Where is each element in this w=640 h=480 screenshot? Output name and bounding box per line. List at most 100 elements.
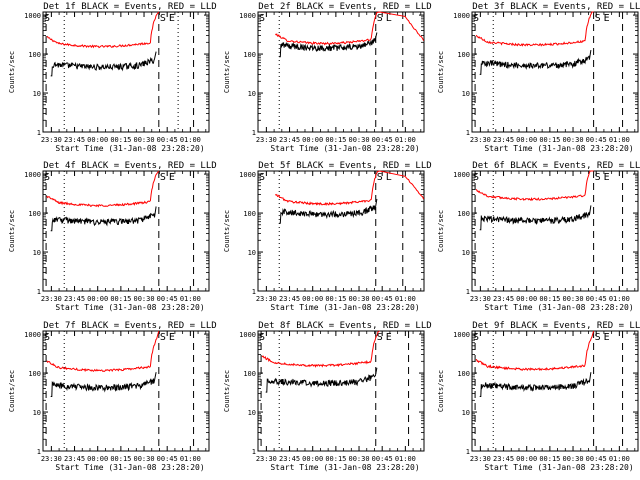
events-series-line: [279, 198, 378, 224]
y-tick-label: 1: [252, 288, 256, 296]
y-axis-label: Counts/sec: [437, 51, 445, 93]
y-tick-label: 1: [37, 129, 41, 137]
panel-det-5: Det 5f BLACK = Events, RED = LLD Counts/s…: [223, 161, 432, 312]
panel-title: Det 7f BLACK = Events, RED = LLD: [43, 321, 216, 331]
y-axis-label: Counts/sec: [8, 210, 16, 252]
y-axis-label: Counts/sec: [437, 370, 445, 412]
x-tick-label: 00:00: [516, 136, 537, 144]
x-tick-label: 23:45: [64, 295, 85, 303]
plot-frame: [257, 330, 425, 452]
start-marker-label: S: [259, 13, 265, 24]
lld-series-line: [475, 170, 594, 202]
end-marker-label: E: [604, 13, 610, 24]
start-marker-label: S: [473, 172, 479, 183]
lld-series-line: [475, 11, 594, 47]
end-marker-label: E: [386, 332, 392, 343]
y-tick-label: 1000: [239, 171, 256, 179]
y-tick-label: 10: [462, 409, 470, 417]
x-axis-label: Start Time (31-Jan-08 23:28:20): [55, 463, 204, 472]
panel-title: Det 1f BLACK = Events, RED = LLD: [43, 2, 216, 12]
x-axis-label: Start Time (31-Jan-08 23:28:20): [270, 144, 419, 153]
start-marker-label: S: [259, 332, 265, 343]
x-axis-label: Start Time (31-Jan-08 23:28:20): [484, 463, 633, 472]
start-marker-label: S: [473, 332, 479, 343]
y-tick-label: 1000: [24, 171, 41, 179]
y-axis-label: Counts/sec: [437, 210, 445, 252]
y-tick-label: 1: [466, 129, 470, 137]
x-tick-label: 00:15: [110, 136, 131, 144]
plot-frame: [471, 11, 639, 133]
x-tick-label: 01:00: [395, 455, 416, 463]
x-tick-label: 00:45: [157, 136, 178, 144]
y-tick-label: 1: [466, 288, 470, 296]
x-tick-label: 23:30: [470, 295, 491, 303]
y-tick-label: 10: [248, 409, 256, 417]
y-tick-label: 10: [33, 409, 41, 417]
y-axis-label: Counts/sec: [223, 370, 231, 412]
x-tick-label: 00:15: [110, 295, 131, 303]
y-tick-label: 1000: [239, 12, 256, 20]
events-series-line: [479, 50, 592, 75]
x-tick-label: 01:00: [395, 295, 416, 303]
plot-frame: [471, 330, 639, 452]
lld-series-line: [275, 170, 425, 207]
segment-marker-label: S: [160, 332, 166, 343]
x-tick-label: 23:45: [279, 295, 300, 303]
panel-title: Det 6f BLACK = Events, RED = LLD: [472, 161, 640, 171]
x-tick-label: 23:45: [493, 295, 514, 303]
x-tick-label: 00:45: [157, 455, 178, 463]
y-tick-label: 1000: [24, 331, 41, 339]
y-tick-label: 1000: [453, 171, 470, 179]
lld-series-line: [46, 330, 160, 373]
x-tick-label: 00:45: [372, 455, 393, 463]
x-tick-label: 00:00: [516, 455, 537, 463]
x-tick-label: 23:30: [41, 136, 62, 144]
segment-marker-label: S: [595, 13, 601, 24]
x-tick-label: 00:15: [325, 295, 346, 303]
x-tick-label: 00:15: [110, 455, 131, 463]
panel-title: Det 2f BLACK = Events, RED = LLD: [258, 2, 431, 12]
x-tick-label: 00:00: [302, 136, 323, 144]
end-marker-label: E: [169, 332, 175, 343]
x-axis-label: Start Time (31-Jan-08 23:28:20): [270, 303, 419, 312]
y-tick-label: 1000: [453, 12, 470, 20]
y-tick-label: 10: [462, 249, 470, 257]
y-tick-label: 100: [28, 51, 41, 59]
x-tick-label: 23:45: [493, 455, 514, 463]
y-tick-label: 100: [457, 51, 470, 59]
events-series-line: [50, 51, 157, 77]
x-tick-label: 23:30: [41, 455, 62, 463]
y-tick-label: 10: [248, 90, 256, 98]
end-marker-label: L: [386, 13, 392, 24]
x-tick-label: 00:15: [325, 455, 346, 463]
lld-series-line: [475, 330, 595, 372]
y-tick-label: 100: [457, 210, 470, 218]
y-tick-label: 1000: [453, 331, 470, 339]
x-tick-label: 01:00: [180, 455, 201, 463]
y-tick-label: 100: [243, 210, 256, 218]
panel-title: Det 3f BLACK = Events, RED = LLD: [472, 2, 640, 12]
x-tick-label: 00:45: [372, 295, 393, 303]
x-tick-label: 00:45: [372, 136, 393, 144]
lld-series-line: [46, 170, 160, 208]
segment-marker-label: S: [377, 172, 383, 183]
x-axis-label: Start Time (31-Jan-08 23:28:20): [55, 303, 204, 312]
plot-frame: [42, 170, 210, 292]
events-series-line: [50, 372, 157, 397]
x-tick-label: 23:45: [493, 136, 514, 144]
segment-marker-label: S: [160, 172, 166, 183]
x-tick-label: 23:30: [470, 455, 491, 463]
panel-det-8: Det 8f BLACK = Events, RED = LLD Counts/s…: [223, 321, 432, 472]
segment-marker-label: S: [377, 332, 383, 343]
plot-frame: [42, 330, 210, 452]
y-tick-label: 100: [28, 210, 41, 218]
x-axis-label: Start Time (31-Jan-08 23:28:20): [484, 303, 633, 312]
end-marker-label: L: [386, 172, 392, 183]
panel-det-4: Det 4f BLACK = Events, RED = LLD Counts/s…: [8, 161, 217, 312]
x-tick-label: 00:00: [302, 295, 323, 303]
panel-det-2: Det 2f BLACK = Events, RED = LLD Counts/s…: [223, 2, 432, 153]
y-tick-label: 1: [466, 448, 470, 456]
panel-det-7: Det 7f BLACK = Events, RED = LLD Counts/s…: [8, 321, 217, 472]
x-tick-label: 00:15: [325, 136, 346, 144]
